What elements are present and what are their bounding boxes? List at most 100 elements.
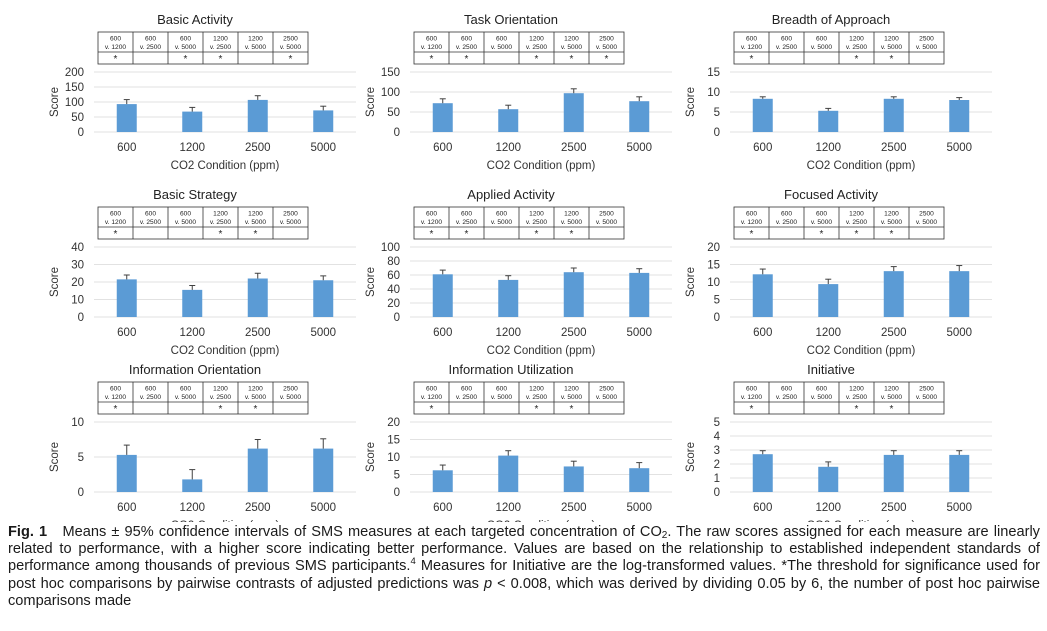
chart-title: Focused Activity xyxy=(784,187,878,202)
contrast-label-bottom: v. 5000 xyxy=(811,44,832,51)
y-tick-label: 100 xyxy=(65,97,84,109)
x-axis-label: CO2 Condition (ppm) xyxy=(807,520,916,522)
x-axis-label: CO2 Condition (ppm) xyxy=(487,160,596,172)
y-tick-label: 20 xyxy=(71,277,84,289)
contrast-label-bottom: v. 2500 xyxy=(456,44,477,51)
y-tick-label: 0 xyxy=(78,487,84,499)
x-tick-label: 1200 xyxy=(179,327,205,339)
contrast-label-top: 1200 xyxy=(248,211,263,218)
contrast-label-bottom: v. 2500 xyxy=(846,219,867,226)
contrast-label-top: 2500 xyxy=(283,386,298,393)
contrast-label-bottom: v. 1200 xyxy=(105,219,126,226)
contrast-label-bottom: v. 5000 xyxy=(881,44,902,51)
y-tick-label: 30 xyxy=(71,260,84,272)
contrast-label-bottom: v. 5000 xyxy=(280,44,301,51)
bar-1200 xyxy=(182,111,203,132)
bar-1200 xyxy=(818,284,839,317)
y-tick-label: 150 xyxy=(65,82,84,94)
x-axis-label: CO2 Condition (ppm) xyxy=(171,160,280,172)
y-tick-label: 20 xyxy=(387,298,400,310)
contrast-label-top: 2500 xyxy=(919,36,934,43)
x-tick-label: 5000 xyxy=(626,502,652,514)
bar-1200 xyxy=(498,455,519,492)
x-tick-label: 1200 xyxy=(815,502,841,514)
chart-title: Information Orientation xyxy=(129,362,261,377)
y-tick-label: 10 xyxy=(387,452,400,464)
contrast-label-top: 600 xyxy=(746,386,757,393)
x-tick-label: 2500 xyxy=(561,142,587,154)
contrast-label-top: 1200 xyxy=(213,211,228,218)
y-tick-label: 15 xyxy=(707,260,720,272)
significance-marker: * xyxy=(430,404,434,415)
bar-2500 xyxy=(247,448,268,492)
y-axis-label: Score xyxy=(49,442,61,472)
y-tick-label: 0 xyxy=(714,312,720,324)
bar-1200 xyxy=(182,289,203,317)
chart-title: Basic Activity xyxy=(157,12,233,27)
bar-5000 xyxy=(313,448,334,492)
contrast-label-top: 1200 xyxy=(849,211,864,218)
contrast-label-bottom: v. 2500 xyxy=(210,394,231,401)
x-tick-label: 600 xyxy=(433,327,452,339)
bar-5000 xyxy=(313,110,334,132)
significance-marker: * xyxy=(289,54,293,65)
significance-marker: * xyxy=(465,54,469,65)
x-tick-label: 2500 xyxy=(245,142,271,154)
contrast-label-top: 2500 xyxy=(599,211,614,218)
contrast-label-bottom: v. 5000 xyxy=(561,219,582,226)
significance-marker: * xyxy=(219,229,223,240)
contrast-label-bottom: v. 5000 xyxy=(491,219,512,226)
y-tick-label: 80 xyxy=(387,256,400,268)
contrast-label-top: 600 xyxy=(781,36,792,43)
y-tick-label: 0 xyxy=(394,312,400,324)
contrast-label-bottom: v. 5000 xyxy=(881,394,902,401)
contrast-label-top: 600 xyxy=(145,211,156,218)
contrast-label-bottom: v. 5000 xyxy=(245,219,266,226)
significance-marker: * xyxy=(184,54,188,65)
contrast-label-bottom: v. 1200 xyxy=(105,394,126,401)
y-axis-label: Score xyxy=(685,87,697,117)
contrast-label-top: 2500 xyxy=(283,211,298,218)
x-axis-label: CO2 Condition (ppm) xyxy=(487,520,596,522)
caption-p-symbol: p xyxy=(483,575,493,592)
bar-1200 xyxy=(498,109,519,132)
bar-5000 xyxy=(313,280,334,317)
x-tick-label: 2500 xyxy=(881,327,907,339)
y-tick-label: 5 xyxy=(714,107,720,119)
x-tick-label: 1200 xyxy=(495,142,521,154)
bar-1200 xyxy=(818,466,839,492)
caption-text-4: < 0.008, which was derived by dividing 0… xyxy=(8,575,1040,609)
y-tick-label: 1 xyxy=(714,473,720,485)
contrast-label-bottom: v. 2500 xyxy=(846,44,867,51)
contrast-label-top: 600 xyxy=(110,211,121,218)
x-tick-label: 5000 xyxy=(946,502,972,514)
caption-reference: 4 xyxy=(410,556,416,568)
contrast-label-top: 600 xyxy=(461,36,472,43)
contrast-label-top: 1200 xyxy=(849,386,864,393)
contrast-label-bottom: v. 2500 xyxy=(210,219,231,226)
contrast-label-bottom: v. 5000 xyxy=(596,394,617,401)
contrast-label-top: 1200 xyxy=(884,211,899,218)
x-tick-label: 600 xyxy=(753,502,772,514)
x-tick-label: 5000 xyxy=(310,327,336,339)
caption-sep xyxy=(47,524,62,540)
caption-text-3: Measures for Initiative are the log-tran… xyxy=(8,558,1040,592)
bar-600 xyxy=(116,279,137,317)
x-tick-label: 2500 xyxy=(881,502,907,514)
x-tick-label: 2500 xyxy=(561,502,587,514)
y-tick-label: 10 xyxy=(71,295,84,307)
y-tick-label: 5 xyxy=(714,417,720,429)
contrast-label-bottom: v. 5000 xyxy=(245,44,266,51)
contrast-label-bottom: v. 2500 xyxy=(456,219,477,226)
y-tick-label: 100 xyxy=(381,242,400,254)
y-tick-label: 50 xyxy=(387,107,400,119)
caption-label: Fig. 1 xyxy=(8,524,48,540)
contrast-label-bottom: v. 1200 xyxy=(105,44,126,51)
bar-1200 xyxy=(818,110,839,132)
contrast-label-top: 600 xyxy=(180,386,191,393)
x-tick-label: 5000 xyxy=(310,502,336,514)
